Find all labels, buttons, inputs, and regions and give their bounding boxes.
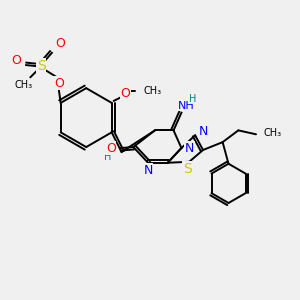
Text: O: O [54, 77, 64, 90]
Text: CH₃: CH₃ [14, 80, 32, 90]
Text: N: N [198, 125, 208, 138]
Text: O: O [106, 142, 116, 154]
Text: NH: NH [178, 101, 195, 111]
Text: O: O [121, 87, 130, 100]
Text: N: N [143, 164, 153, 177]
Text: H: H [190, 94, 197, 104]
Text: O: O [12, 54, 22, 67]
Text: O: O [55, 38, 65, 50]
Text: CH₃: CH₃ [264, 128, 282, 138]
Text: N: N [184, 142, 194, 154]
Text: H: H [104, 152, 112, 162]
Text: S: S [37, 58, 45, 73]
Text: S: S [183, 162, 192, 176]
Text: CH₃: CH₃ [143, 86, 161, 96]
